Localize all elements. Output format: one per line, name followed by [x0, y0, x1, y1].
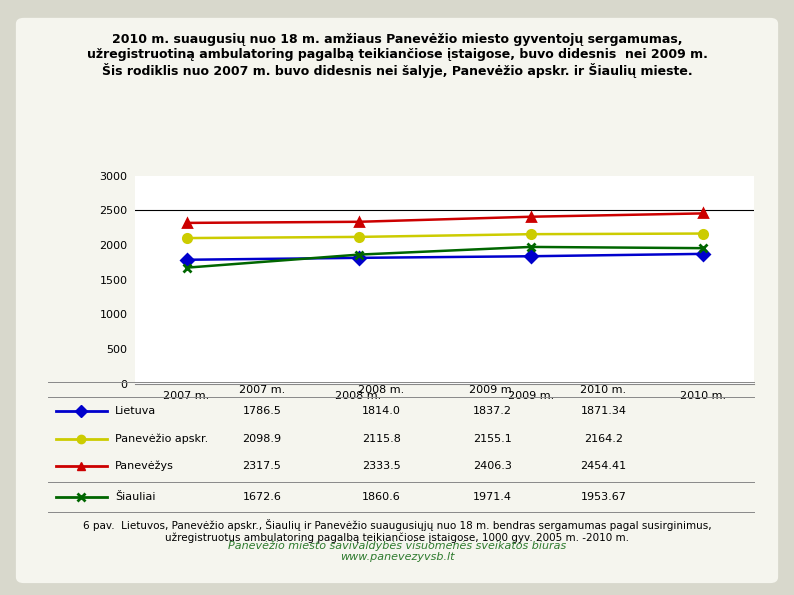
Text: 2333.5: 2333.5 — [362, 461, 400, 471]
Text: 2454.41: 2454.41 — [580, 461, 626, 471]
Text: 1971.4: 1971.4 — [472, 492, 512, 502]
Text: Lietuva: Lietuva — [115, 406, 156, 416]
Text: 1672.6: 1672.6 — [243, 492, 281, 502]
Text: 2317.5: 2317.5 — [243, 461, 281, 471]
Text: Šiauliai: Šiauliai — [115, 492, 156, 502]
Text: 1860.6: 1860.6 — [362, 492, 400, 502]
Text: 2010 m. suaugusių nuo 18 m. amžiaus Panevėžio miesto gyventojų sergamumas,
užreg: 2010 m. suaugusių nuo 18 m. amžiaus Pane… — [87, 33, 707, 78]
Text: 2008 m.: 2008 m. — [358, 385, 404, 394]
Text: 2115.8: 2115.8 — [362, 434, 400, 443]
Text: Panevėžio miesto savivaldybės visuomenės sveikatos biuras
www.panevezyvsb.lt: Panevėžio miesto savivaldybės visuomenės… — [228, 540, 566, 562]
Text: 2406.3: 2406.3 — [473, 461, 511, 471]
Text: 2010 m.: 2010 m. — [580, 385, 626, 394]
Text: 2155.1: 2155.1 — [473, 434, 511, 443]
Text: 1871.34: 1871.34 — [580, 406, 626, 416]
Text: 2098.9: 2098.9 — [242, 434, 282, 443]
Text: 2009 m.: 2009 m. — [469, 385, 515, 394]
Text: 1837.2: 1837.2 — [472, 406, 512, 416]
Text: Panevėžio apskr.: Panevėžio apskr. — [115, 433, 208, 444]
Text: Panevėžys: Panevėžys — [115, 461, 174, 471]
Text: 1786.5: 1786.5 — [243, 406, 281, 416]
Text: 2164.2: 2164.2 — [584, 434, 623, 443]
Text: 6 pav.  Lietuvos, Panevėžio apskr., Šiaulių ir Panevėžio suaugusiųjų nuo 18 m. b: 6 pav. Lietuvos, Panevėžio apskr., Šiaul… — [83, 519, 711, 543]
Text: 2007 m.: 2007 m. — [239, 385, 285, 394]
Text: 1953.67: 1953.67 — [580, 492, 626, 502]
Text: 1814.0: 1814.0 — [362, 406, 400, 416]
